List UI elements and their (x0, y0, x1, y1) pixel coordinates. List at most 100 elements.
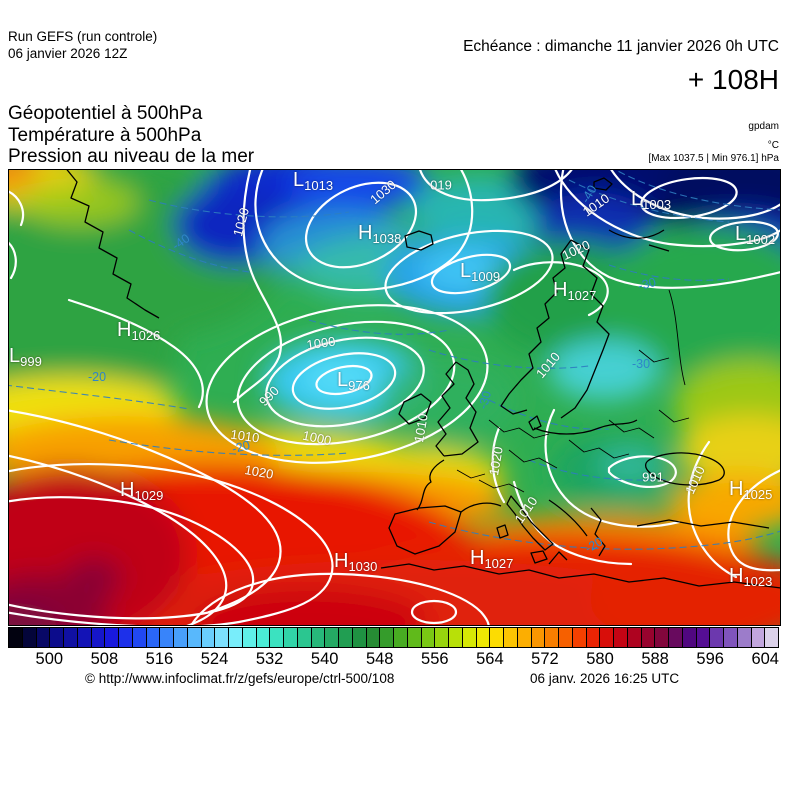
colorbar-cell (187, 628, 202, 647)
colorbar-cell (311, 628, 326, 647)
colorbar-tick: 548 (365, 650, 394, 668)
pressure-center-label: H1030 (334, 551, 377, 577)
colorbar-cell (586, 628, 601, 647)
colorbar-cell (751, 628, 766, 647)
pressure-center-value: 1026 (131, 328, 161, 343)
colorbar-cell (490, 628, 504, 647)
generated-timestamp: 06 janv. 2026 16:25 UTC (530, 671, 680, 686)
colorbar-tick: 596 (696, 650, 724, 668)
pressure-center-letter: H (117, 319, 132, 341)
colorbar-cell (435, 628, 449, 647)
pressure-center-letter: H (120, 479, 135, 501)
run-info-line2: 06 janvier 2026 12Z (8, 46, 128, 61)
colorbar-cell (201, 628, 216, 647)
pressure-center-label: H1027 (553, 280, 596, 306)
run-info: Run GEFS (run controle) 06 janvier 2026 … (8, 28, 157, 62)
isobar-value-label: 1030 (367, 176, 399, 208)
pressure-extremes: [Max 1037.5 | Min 976.1] hPa (648, 153, 779, 164)
colorbar-tick-labels: 500 508 516 524 532 540 548 556 564 572 580 588 596 6… (8, 650, 779, 670)
isobar-value-label: 990 (256, 383, 282, 409)
pressure-center-value: 1023 (743, 574, 773, 589)
pressure-center-letter: L (293, 169, 305, 191)
colorbar-cell (669, 628, 683, 647)
colorbar-tick: 524 (200, 650, 229, 668)
pressure-center-label: L1013 (293, 170, 333, 196)
colorbar-cell (710, 628, 724, 647)
pressure-center-label: H1026 (117, 320, 160, 346)
isobar-value-label: 1010 (682, 463, 708, 497)
isobar-value-label: 1010 (411, 412, 431, 444)
colorbar-cell (132, 628, 147, 647)
pressure-center-letter: L (631, 188, 643, 210)
title-geopotential: Géopotentiel à 500hPa (8, 103, 203, 124)
colorbar-cell (105, 628, 119, 647)
source-url: © http://www.infoclimat.fr/z/gefs/europe… (85, 671, 395, 686)
colorbar-cell (215, 628, 229, 647)
colorbar-cell (614, 628, 628, 647)
temperature-value-label: -30 (631, 357, 651, 371)
colorbar-tick: 604 (751, 650, 779, 668)
colorbar-tick: 508 (90, 650, 119, 668)
echeance-text: Echéance : dimanche 11 janvier 2026 0h U… (463, 38, 779, 55)
pressure-center-letter: L (460, 260, 472, 282)
colorbar-cell (682, 628, 697, 647)
pressure-center-value: 1038 (372, 231, 402, 246)
map-label-layer: H1038 L1013 L1003 L1002 L1009 H1027 H1026 L999 L… (9, 170, 780, 625)
isobar-value-label: 1010 (532, 349, 564, 381)
isobar-value-label: 1020 (243, 462, 275, 482)
temperature-value-label: -20 (582, 534, 606, 556)
isobar-value-label: 1020 (230, 206, 252, 238)
pressure-center-label: H1029 (120, 480, 163, 506)
colorbar-cell (36, 628, 51, 647)
colorbar-cell (380, 628, 394, 647)
colorbar-cell (174, 628, 188, 647)
colorbar-cell (242, 628, 257, 647)
pressure-center-label: H1023 (729, 566, 772, 592)
colorbar-cell (641, 628, 656, 647)
colorbar-cell (655, 628, 669, 647)
unit-temperature: °C (767, 140, 779, 151)
temperature-value-label: -30 (475, 389, 495, 411)
colorbar-cell (421, 628, 436, 647)
colorbar-cell (22, 628, 37, 647)
run-info-line1: Run GEFS (run controle) (8, 29, 158, 44)
colorbar-cell (696, 628, 711, 647)
colorbar-cell (270, 628, 284, 647)
colorbar-tick: 540 (310, 650, 339, 668)
colorbar-cell (449, 628, 463, 647)
country-borders (456, 289, 690, 493)
pressure-center-letter: L (337, 369, 349, 391)
coastlines (66, 170, 780, 589)
colorbar-cell (146, 628, 161, 647)
isobar-value-label: 1000 (305, 333, 337, 353)
colorbar-tick: 532 (255, 650, 284, 668)
colorbar-cell (407, 628, 422, 647)
pressure-center-label: H1027 (470, 548, 513, 574)
pressure-center-label: L999 (9, 346, 42, 372)
colorbar-cell (545, 628, 559, 647)
colorbar-tick: 500 (35, 650, 64, 668)
pressure-center-label: L976 (337, 370, 370, 396)
pressure-center-value: 1002 (746, 232, 776, 247)
colorbar-cell (737, 628, 752, 647)
colorbar-cell (352, 628, 367, 647)
colorbar-cell (627, 628, 642, 647)
pressure-center-value: 1025 (743, 487, 773, 502)
colorbar-cell (91, 628, 106, 647)
pressure-center-label: L1009 (460, 261, 500, 287)
colorbar-tick: 572 (531, 650, 559, 668)
pressure-center-value: 1027 (567, 288, 597, 303)
pressure-center-label: H1038 (358, 223, 401, 249)
colorbar (8, 627, 779, 648)
pressure-center-letter: H (470, 547, 485, 569)
temperature-value-label: -20 (230, 437, 252, 457)
colorbar-cell (64, 628, 78, 647)
colorbar-cell (724, 628, 738, 647)
colorbar-tick: 556 (421, 650, 449, 668)
pressure-center-value: 976 (348, 378, 370, 393)
colorbar-cell (256, 628, 271, 647)
colorbar-cell (50, 628, 64, 647)
pressure-center-letter: H (729, 565, 744, 587)
map-graphic (9, 170, 780, 625)
